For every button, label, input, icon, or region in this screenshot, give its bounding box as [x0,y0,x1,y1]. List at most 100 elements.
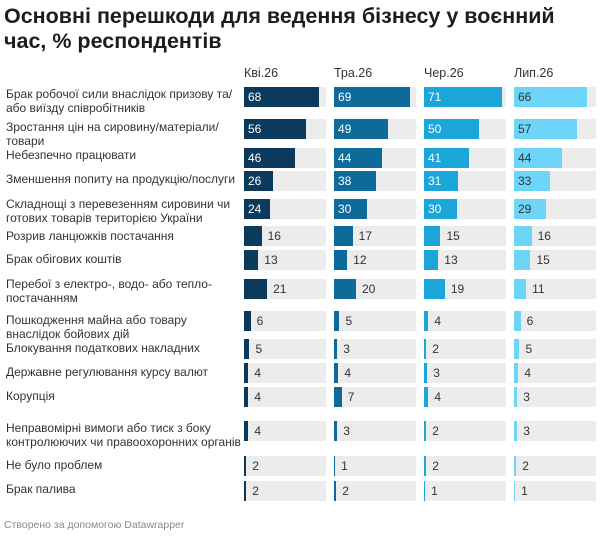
bar-value-label: 4 [254,366,262,380]
bar-2-12 [424,421,427,441]
bar-value-label: 2 [432,424,439,438]
bar-value-label: 3 [343,424,350,438]
row-label-2: Небезпечно працювати [6,148,137,162]
bar-track: 3 [514,387,596,407]
bar-0-2 [244,148,295,168]
bar-track: 30 [424,199,506,219]
bar-value-label: 50 [428,122,442,136]
bar-track: 69 [334,87,416,107]
bar-value-label: 5 [345,314,353,328]
bar-track: 15 [424,226,506,246]
bar-1-5 [334,226,353,246]
bar-track: 5 [334,311,416,331]
bar-value-label: 30 [338,202,352,216]
footer-credit: Створено за допомогою Datawrapper [4,519,185,531]
bar-track: 5 [244,339,326,359]
bar-value-label: 5 [255,342,263,356]
bar-track: 6 [244,311,326,331]
bar-value-label: 15 [536,253,550,267]
bar-track: 13 [424,250,506,270]
bar-track: 3 [334,421,416,441]
row-label-1: Зростання цін на сировину/матеріали/ тов… [6,120,219,148]
column-header-0: Кві.26 [244,66,279,80]
bar-value-label: 21 [273,282,287,296]
bar-value-label: 68 [248,90,262,104]
bar-2-14 [424,481,426,501]
bar-track: 4 [514,363,596,383]
bar-track: 38 [334,171,416,191]
bar-0-10 [244,363,249,383]
bar-2-1 [424,119,479,139]
bar-1-4 [334,199,367,219]
bar-track: 1 [424,481,506,501]
bar-3-0 [514,87,587,107]
bar-0-13 [244,456,247,476]
bar-3-5 [514,226,532,246]
bar-track: 68 [244,87,326,107]
bar-track: 5 [514,339,596,359]
bar-0-8 [244,311,251,331]
bar-value-label: 13 [264,253,278,267]
bar-track: 56 [244,119,326,139]
bar-2-2 [424,148,470,168]
bar-1-7 [334,279,356,299]
row-label-14: Брак палива [6,482,76,496]
bar-track: 31 [424,171,506,191]
bar-2-3 [424,171,459,191]
row-label-3: Зменшення попиту на продукцію/послуги [6,172,236,186]
bar-value-label: 7 [347,390,355,404]
bar-value-label: 2 [252,484,259,498]
row-label-0: Брак робочої сили внаслідок призову та/ … [6,87,233,115]
bar-value-label: 44 [518,151,532,165]
bar-value-label: 46 [248,151,262,165]
bar-1-12 [334,421,338,441]
bar-track: 4 [244,421,326,441]
bar-track: 16 [514,226,596,246]
bar-value-label: 16 [537,229,551,243]
bar-value-label: 2 [432,342,439,356]
bar-track: 2 [244,456,326,476]
bar-3-8 [514,311,521,331]
bar-value-label: 3 [433,366,440,380]
row-label-12: Неправомірні вимоги або тиск з боку конт… [6,421,241,449]
bar-track: 16 [244,226,326,246]
row-label-7: Перебої з електро-, водо- або тепло- пос… [6,277,212,305]
bar-value-label: 44 [338,151,352,165]
bar-value-label: 15 [446,229,460,243]
bar-track: 29 [514,199,596,219]
bar-track: 50 [424,119,506,139]
bar-track: 33 [514,171,596,191]
bar-track: 46 [244,148,326,168]
bar-2-13 [424,456,427,476]
bar-value-label: 66 [518,90,532,104]
bar-track: 3 [334,339,416,359]
bar-1-14 [334,481,337,501]
bar-1-11 [334,387,342,407]
bar-value-label: 26 [248,174,262,188]
bar-value-label: 2 [432,459,439,473]
bar-track: 21 [244,279,326,299]
bar-track: 4 [244,363,326,383]
bar-value-label: 12 [353,253,367,267]
row-label-13: Не було проблем [6,458,103,472]
bar-value-label: 31 [428,174,442,188]
bar-2-8 [424,311,429,331]
bar-value-label: 1 [341,459,348,473]
bar-track: 3 [424,363,506,383]
bar-3-9 [514,339,520,359]
bar-value-label: 13 [444,253,458,267]
row-label-11: Корупція [6,389,55,403]
column-header-2: Чер.26 [424,66,464,80]
row-label-6: Брак обігових коштів [6,252,122,266]
bar-value-label: 3 [343,342,350,356]
bar-0-14 [244,481,247,501]
bar-0-11 [244,387,249,407]
bar-track: 57 [514,119,596,139]
bar-3-13 [514,456,517,476]
bar-value-label: 2 [342,484,349,498]
bar-value-label: 3 [523,390,530,404]
bar-2-0 [424,87,502,107]
bar-value-label: 24 [248,202,262,216]
bar-2-10 [424,363,428,383]
bar-track: 30 [334,199,416,219]
